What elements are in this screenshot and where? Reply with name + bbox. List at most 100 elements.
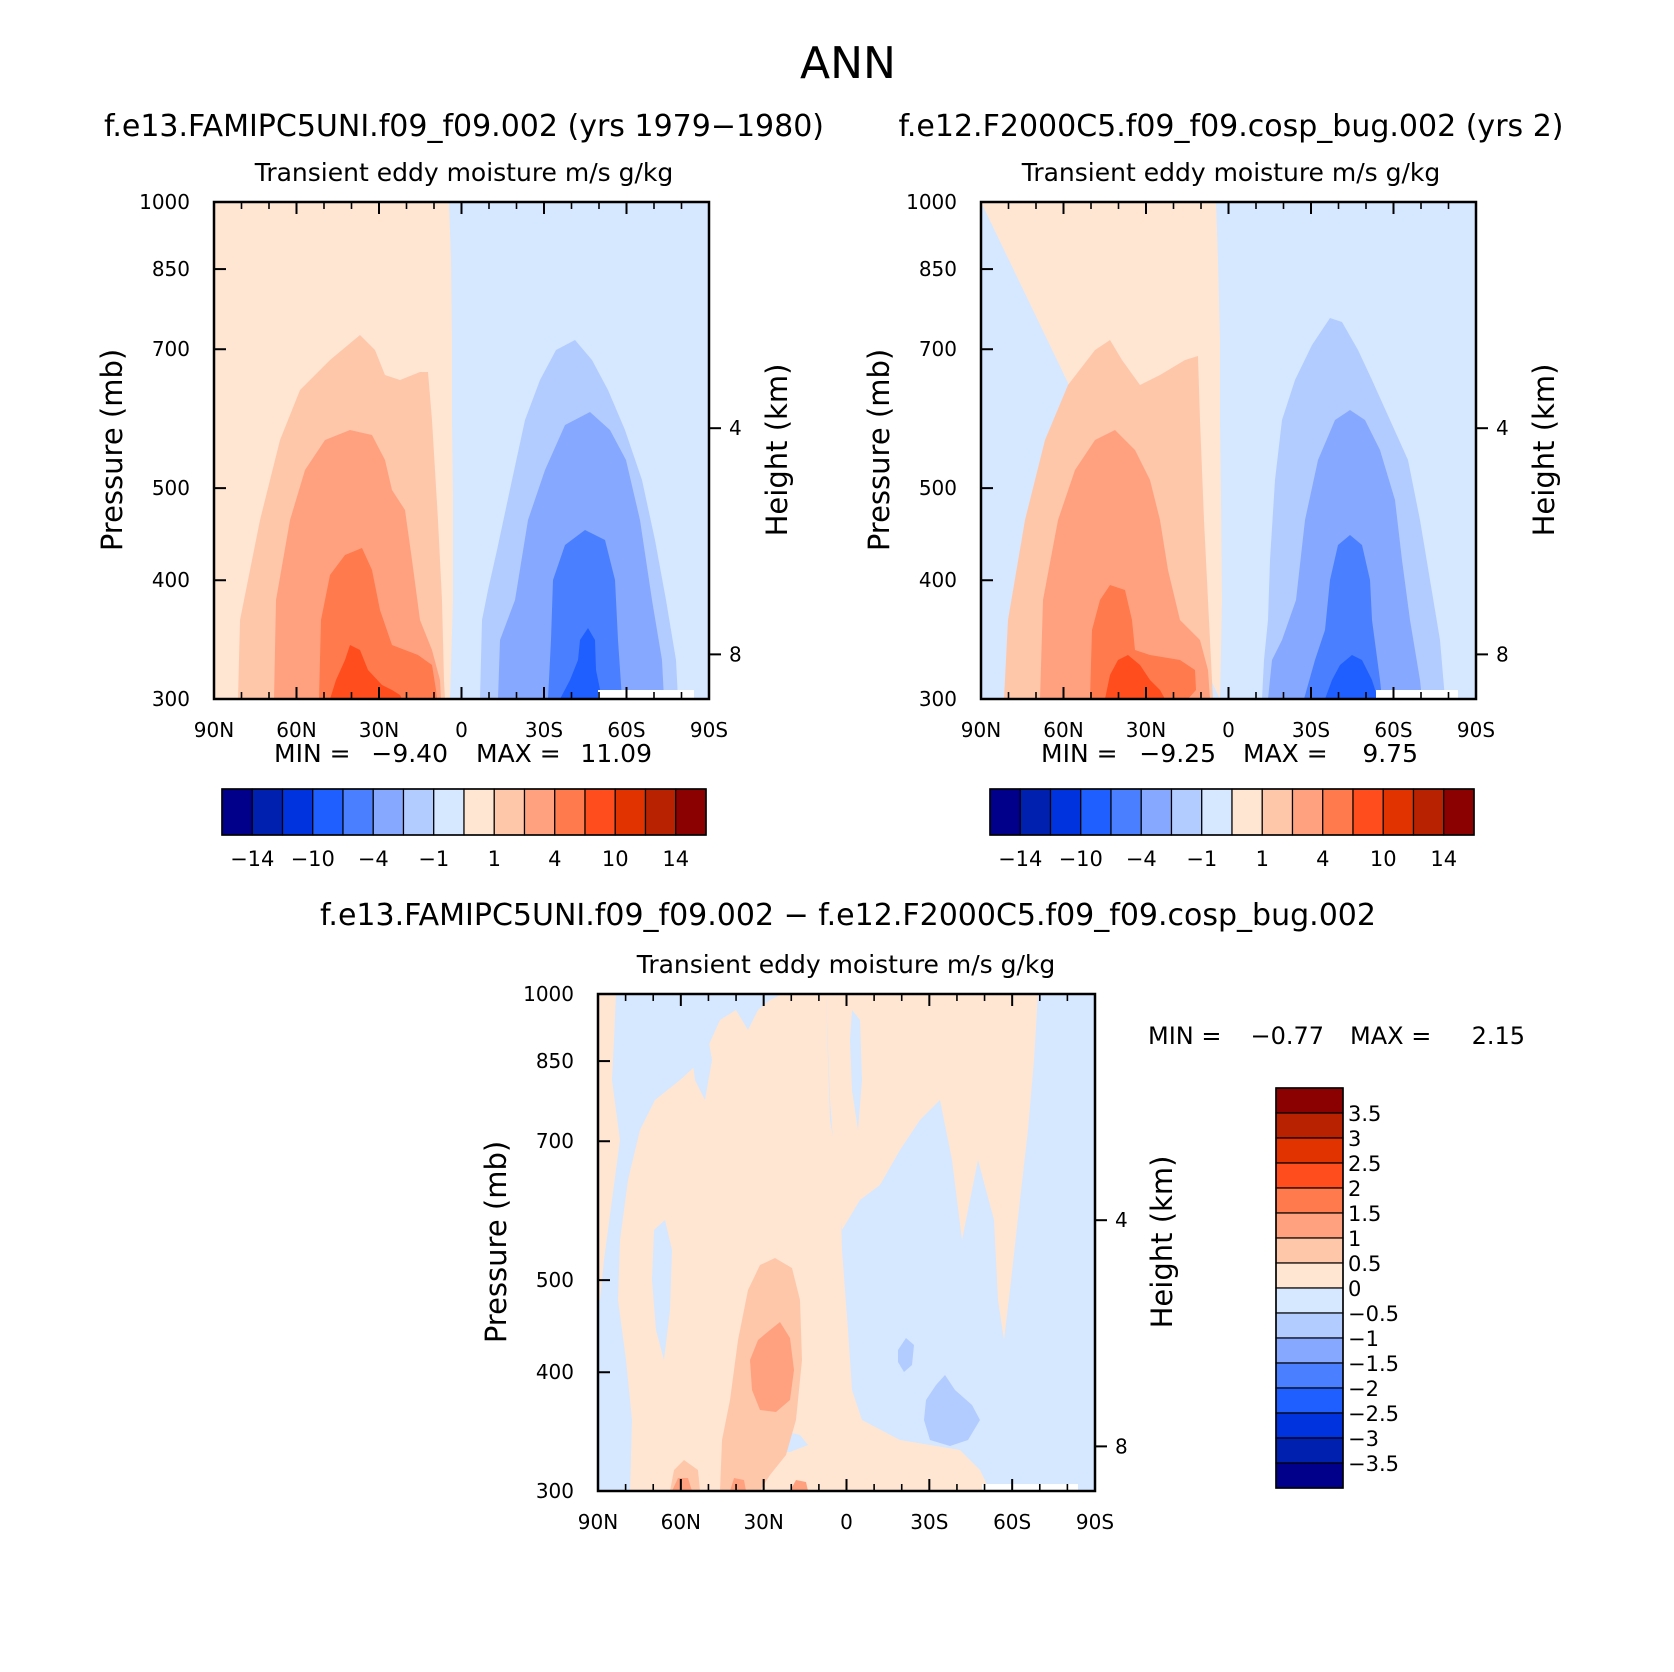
panel-1-min-label: MIN = <box>274 739 351 768</box>
colorbar-swatch <box>1275 1287 1344 1314</box>
colorbar-label: 1 <box>1256 847 1269 871</box>
panel-diff-contours <box>598 994 1095 1491</box>
panel-diff-negative-patch-3 <box>850 1010 862 1130</box>
colorbar-swatch <box>1275 1262 1344 1289</box>
height-tick-label: 8 <box>1496 642 1509 666</box>
colorbar-swatch <box>1201 788 1233 836</box>
colorbar-swatch <box>1275 1337 1344 1364</box>
colorbar-swatch <box>1080 788 1112 836</box>
colorbar-label: −14 <box>998 847 1042 871</box>
y-tick-label: 700 <box>536 1129 574 1153</box>
colorbar-label: 3 <box>1348 1127 1361 1151</box>
colorbar-swatch <box>675 788 707 836</box>
x-tick-label: 0 <box>455 718 468 742</box>
colorbar-swatch <box>644 788 677 836</box>
x-tick-label: 30S <box>1292 718 1330 742</box>
y-tick-label: 1000 <box>523 982 574 1006</box>
panel-1-negative-band-4 <box>560 628 602 699</box>
panel-diff-negative-band-2b <box>898 1338 914 1372</box>
y-tick-label: 400 <box>919 568 957 592</box>
colorbar-swatch <box>281 788 314 836</box>
panel-1-ylabel-right: Height (km) <box>760 364 794 537</box>
panel-diff-positive-band-3b <box>672 1478 808 1491</box>
colorbar-swatch <box>1275 1237 1344 1264</box>
panel-diff-positive-band-3 <box>750 1322 794 1412</box>
panel-1-subtitle: Transient eddy moisture m/s g/kg <box>254 158 674 187</box>
panel-1-colorbar: −14 −10 −4 −1 1 4 10 14 <box>221 788 707 871</box>
colorbar-swatch <box>1261 788 1294 836</box>
x-tick-label: 30S <box>525 718 563 742</box>
x-tick-label: 90S <box>1457 718 1495 742</box>
panel-diff-positive-region-main <box>618 994 990 1491</box>
y-tick-label: 400 <box>536 1360 574 1384</box>
panel-1-positive-band-5 <box>330 645 402 699</box>
x-tick-label: 60S <box>607 718 645 742</box>
y-tick-label: 700 <box>152 337 190 361</box>
colorbar-label: −0.5 <box>1348 1302 1399 1326</box>
colorbar-label: 1 <box>488 847 501 871</box>
colorbar-frame <box>221 788 707 836</box>
y-tick-label: 850 <box>152 257 190 281</box>
colorbar-label: 2.5 <box>1348 1152 1381 1176</box>
panel-diff-subtitle: Transient eddy moisture m/s g/kg <box>636 950 1056 979</box>
panel-2-positive-band-5 <box>1105 655 1165 699</box>
colorbar-swatch <box>1275 1212 1344 1239</box>
panel-2-axes: 90N 60N 30N 0 30S 60S 90S 300 400 500 700 850 1000 4 8 <box>906 190 1509 742</box>
y-tick-label: 1000 <box>906 190 957 214</box>
colorbar-swatch <box>1275 1137 1344 1164</box>
colorbar-swatch <box>251 788 284 836</box>
colorbar-swatch <box>1291 788 1324 836</box>
x-tick-label: 60S <box>1374 718 1412 742</box>
x-tick-label: 90N <box>961 718 1001 742</box>
panel-diff-negative-patch-2 <box>690 1010 712 1100</box>
x-tick-label: 0 <box>840 1510 853 1534</box>
colorbar-label: 2 <box>1348 1177 1361 1201</box>
panel-diff-ylabel-right: Height (km) <box>1145 1156 1179 1329</box>
panel-2-positive-band-3 <box>1040 430 1210 699</box>
panel-diff-max-value: 2.15 <box>1472 1022 1525 1050</box>
colorbar-swatch <box>433 788 465 836</box>
panel-1-contours <box>214 202 709 699</box>
panel-2-ylabel-right: Height (km) <box>1527 364 1561 537</box>
panel-2-max-label: MAX = <box>1243 739 1328 768</box>
height-tick-label: 4 <box>729 416 742 440</box>
panel-2-contours <box>981 202 1476 699</box>
y-tick-label: 1000 <box>139 190 190 214</box>
colorbar-label: −1 <box>1186 847 1217 871</box>
colorbar-label: −1.5 <box>1348 1352 1399 1376</box>
panel-diff-axes: 90N 60N 30N 0 30S 60S 90S 300 400 500 700 850 1000 4 8 <box>523 982 1128 1534</box>
colorbar-label: 10 <box>1370 847 1397 871</box>
panel-diff-ylabel: Pressure (mb) <box>479 1141 513 1343</box>
panel-1-missing-data <box>598 690 694 699</box>
panel-diff-positive-region-south <box>826 994 1038 1340</box>
colorbar-swatch <box>463 788 495 836</box>
y-tick-label: 500 <box>919 476 957 500</box>
colorbar-label: −4 <box>358 847 389 871</box>
panel-1: f.e13.FAMIPC5UNI.f09_f09.002 (yrs 1979−1… <box>95 109 824 871</box>
colorbar-swatch <box>1322 788 1354 836</box>
panel-diff-min-label: MIN = <box>1148 1022 1221 1050</box>
height-tick-label: 4 <box>1115 1208 1128 1232</box>
y-tick-label: 300 <box>536 1479 574 1503</box>
figure-title: ANN <box>800 38 896 89</box>
panel-diff-missing-data <box>982 1484 1078 1491</box>
colorbar-swatch <box>221 788 253 836</box>
panel-1-axes: 90N 60N 30N 0 30S 60S 90S 300 400 500 700 850 1000 4 8 <box>139 190 742 742</box>
panel-2-min-label: MIN = <box>1041 739 1118 768</box>
colorbar-swatch <box>1275 1087 1344 1114</box>
colorbar-swatch <box>1231 788 1263 836</box>
colorbar-swatch <box>1275 1162 1344 1189</box>
panel-diff-negative-band-2 <box>924 1375 980 1446</box>
colorbar-swatch <box>554 788 586 836</box>
colorbar-label: 4 <box>548 847 561 871</box>
x-tick-label: 90S <box>1076 1510 1114 1534</box>
colorbar-label: −4 <box>1126 847 1157 871</box>
y-tick-label: 300 <box>919 687 957 711</box>
height-tick-label: 8 <box>1115 1434 1128 1458</box>
colorbar-label: 0 <box>1348 1277 1361 1301</box>
colorbar-label: −3.5 <box>1348 1452 1399 1476</box>
panel-2-min-value: −9.25 <box>1139 739 1216 768</box>
colorbar-label: 10 <box>602 847 629 871</box>
colorbar-label: −3 <box>1348 1427 1379 1451</box>
